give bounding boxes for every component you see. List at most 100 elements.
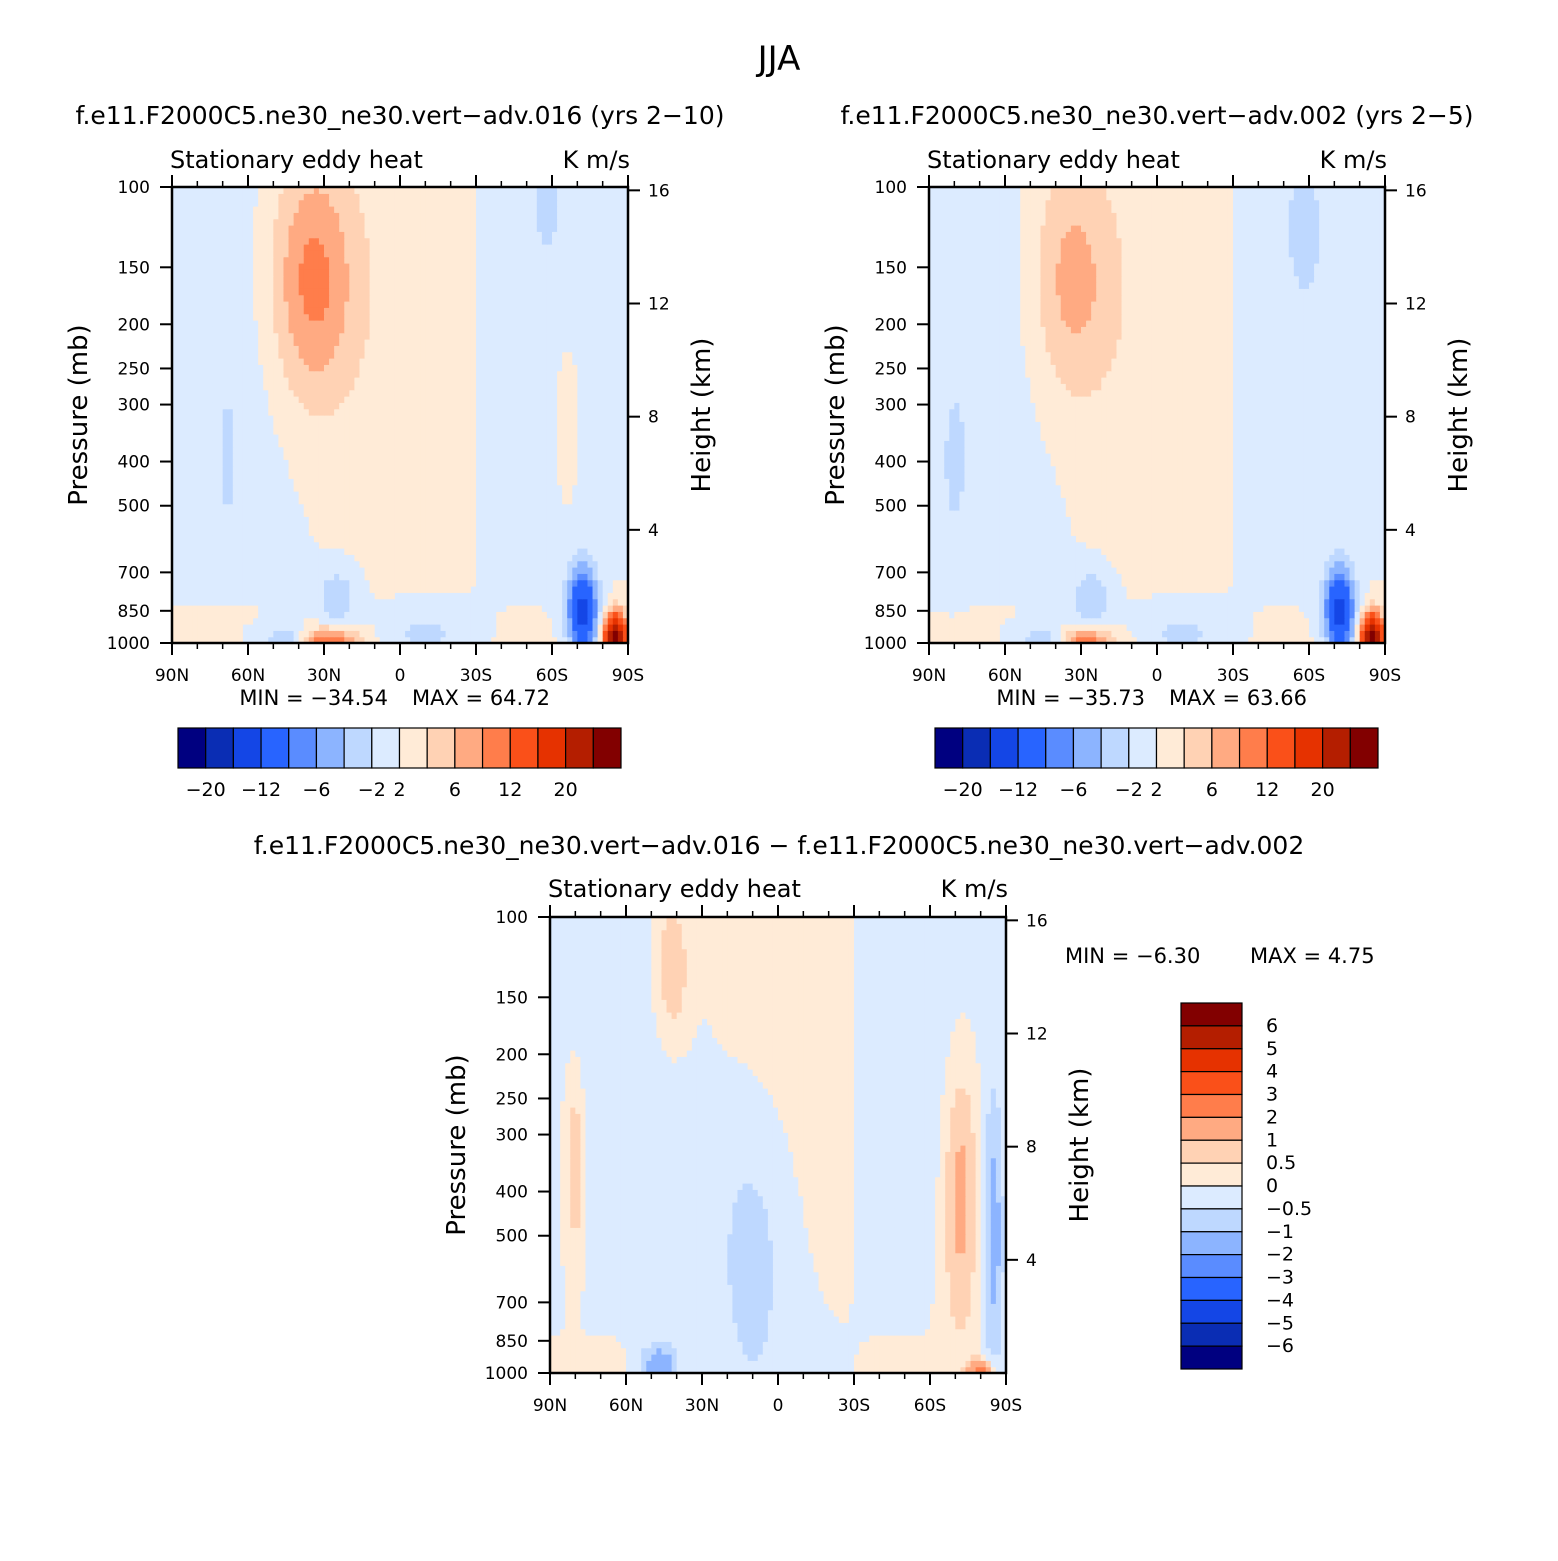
heatmap-cell (248, 313, 254, 321)
heatmap-cell (237, 491, 244, 498)
heatmap-cell (384, 288, 391, 296)
heatmap-cell (187, 421, 193, 429)
heatmap-cell (232, 554, 239, 562)
heatmap-cell (410, 605, 416, 612)
heatmap-cell (572, 339, 578, 346)
heatmap-cell (339, 567, 345, 574)
heatmap-cell (460, 396, 467, 403)
heatmap-cell (486, 503, 492, 511)
heatmap-cell (298, 339, 305, 346)
heatmap-cell (622, 579, 629, 587)
heatmap-cell (222, 516, 229, 524)
heatmap-cell (318, 630, 325, 638)
heatmap-cell (470, 358, 477, 365)
heatmap-cell (425, 332, 431, 340)
heatmap-cell (541, 301, 548, 308)
heatmap-cell (552, 364, 558, 372)
heatmap-cell (455, 402, 462, 410)
heatmap-cell (374, 478, 381, 486)
heatmap-cell (232, 351, 239, 359)
heatmap-cell (440, 339, 447, 346)
heatmap-cell (597, 307, 604, 315)
heatmap-cell (557, 294, 563, 302)
heatmap-cell (268, 427, 274, 435)
heatmap-cell (354, 440, 361, 448)
heatmap-cell (612, 529, 619, 536)
heatmap-cell (592, 548, 599, 555)
heatmap-cell (344, 624, 350, 631)
heatmap-cell (567, 294, 573, 302)
heatmap-cell (217, 332, 224, 340)
heatmap-cell (400, 415, 406, 422)
heatmap-cell (172, 541, 178, 549)
heatmap-cell (354, 541, 361, 549)
heatmap-cell (536, 294, 543, 302)
heatmap-cell (339, 605, 345, 612)
heatmap-cell (516, 351, 523, 359)
heatmap-cell (354, 402, 361, 410)
heatmap-cell (313, 307, 320, 315)
heatmap-cell (491, 503, 497, 511)
heatmap-cell (349, 573, 355, 581)
heatmap-cell (541, 516, 548, 524)
heatmap-cell (607, 510, 614, 517)
heatmap-cell (541, 453, 548, 460)
heatmap-cell (349, 389, 355, 397)
heatmap-cell (222, 396, 229, 403)
heatmap-cell (435, 301, 442, 308)
heatmap-cell (592, 472, 599, 479)
heatmap-cell (248, 605, 254, 612)
heatmap-cell (506, 535, 513, 543)
heatmap-cell (612, 605, 619, 612)
heatmap-cell (389, 446, 396, 454)
heatmap-cell (237, 383, 244, 391)
heatmap-cell (283, 535, 290, 543)
heatmap-cell (298, 503, 305, 511)
heatmap-cell (425, 383, 431, 391)
heatmap-cell (506, 459, 513, 467)
heatmap-cell (278, 624, 285, 631)
heatmap-cell (516, 332, 523, 340)
heatmap-cell (172, 491, 178, 498)
heatmap-cell (308, 522, 315, 530)
heatmap-cell (410, 307, 416, 315)
heatmap-cell (455, 497, 462, 505)
heatmap-cell (470, 313, 477, 321)
heatmap-cell (622, 516, 629, 524)
heatmap-cell (182, 402, 188, 410)
heatmap-cell (354, 548, 361, 555)
heatmap-cell (192, 459, 198, 467)
heatmap-cell (359, 453, 366, 460)
heatmap-cell (227, 541, 234, 549)
heatmap-cell (410, 491, 416, 498)
heatmap-cell (172, 408, 178, 416)
heatmap-cell (374, 592, 381, 600)
heatmap-cell (557, 611, 563, 619)
heatmap-cell (552, 358, 558, 365)
heatmap-cell (476, 370, 482, 378)
heatmap-cell (192, 617, 198, 625)
heatmap-cell (324, 301, 330, 308)
heatmap-cell (465, 339, 472, 346)
heatmap-cell (445, 408, 452, 416)
heatmap-cell (354, 427, 361, 435)
heatmap-cell (491, 370, 497, 378)
heatmap-cell (339, 592, 345, 600)
heatmap-cell (318, 605, 325, 612)
heatmap-cell (415, 548, 421, 555)
heatmap-cell (192, 313, 198, 321)
heatmap-cell (562, 396, 568, 403)
heatmap-cell (501, 326, 507, 334)
heatmap-cell (202, 345, 209, 353)
heatmap-cell (273, 408, 279, 416)
heatmap-cell (227, 307, 234, 315)
heatmap-cell (420, 421, 426, 429)
heatmap-cell (546, 541, 553, 549)
heatmap-cell (177, 440, 183, 448)
heatmap-cell (440, 560, 447, 568)
heatmap-cell (521, 630, 528, 638)
heatmap-cell (248, 345, 254, 353)
heatmap-cell (486, 408, 492, 416)
heatmap-cell (440, 465, 447, 473)
heatmap-cell (379, 446, 386, 454)
